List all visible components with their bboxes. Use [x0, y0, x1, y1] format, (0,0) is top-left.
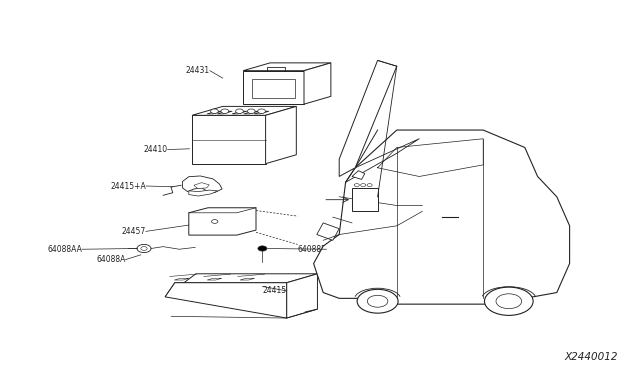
- Polygon shape: [252, 79, 295, 98]
- Text: 24410: 24410: [143, 145, 168, 154]
- Circle shape: [496, 294, 522, 309]
- Polygon shape: [243, 63, 331, 71]
- Circle shape: [221, 109, 228, 113]
- Polygon shape: [207, 278, 222, 280]
- Polygon shape: [339, 60, 397, 176]
- Circle shape: [248, 109, 255, 113]
- Polygon shape: [189, 190, 218, 196]
- Polygon shape: [174, 278, 189, 280]
- Text: X2440012: X2440012: [564, 352, 618, 362]
- Text: 24415+A: 24415+A: [110, 182, 146, 190]
- Text: 24457: 24457: [122, 227, 146, 236]
- Polygon shape: [194, 183, 209, 189]
- Circle shape: [137, 244, 151, 253]
- Circle shape: [355, 184, 360, 187]
- Polygon shape: [304, 63, 331, 104]
- Circle shape: [367, 295, 388, 307]
- Polygon shape: [192, 106, 296, 115]
- Circle shape: [211, 219, 218, 223]
- Polygon shape: [182, 176, 222, 193]
- Circle shape: [357, 289, 398, 313]
- Polygon shape: [165, 283, 287, 318]
- Text: 24431: 24431: [186, 66, 210, 75]
- Polygon shape: [165, 274, 317, 297]
- Polygon shape: [243, 71, 304, 104]
- Polygon shape: [232, 111, 247, 114]
- Circle shape: [141, 247, 147, 250]
- Circle shape: [211, 109, 218, 113]
- Polygon shape: [352, 188, 378, 211]
- Polygon shape: [244, 111, 259, 114]
- Polygon shape: [352, 171, 365, 179]
- Circle shape: [367, 184, 372, 187]
- Circle shape: [360, 184, 366, 187]
- Polygon shape: [192, 115, 266, 164]
- Circle shape: [484, 287, 533, 315]
- Polygon shape: [217, 111, 232, 114]
- Circle shape: [258, 246, 267, 251]
- Text: 64088B: 64088B: [297, 245, 326, 254]
- Polygon shape: [207, 111, 222, 114]
- Polygon shape: [317, 223, 339, 240]
- Circle shape: [236, 109, 243, 113]
- Polygon shape: [314, 130, 570, 304]
- Polygon shape: [254, 111, 269, 114]
- Text: 64088A: 64088A: [96, 255, 125, 264]
- Polygon shape: [266, 106, 296, 164]
- Circle shape: [258, 109, 266, 113]
- Text: 64088AA: 64088AA: [47, 245, 82, 254]
- Polygon shape: [287, 274, 317, 318]
- Polygon shape: [240, 278, 255, 280]
- Text: 24415: 24415: [262, 286, 287, 295]
- Polygon shape: [189, 208, 256, 235]
